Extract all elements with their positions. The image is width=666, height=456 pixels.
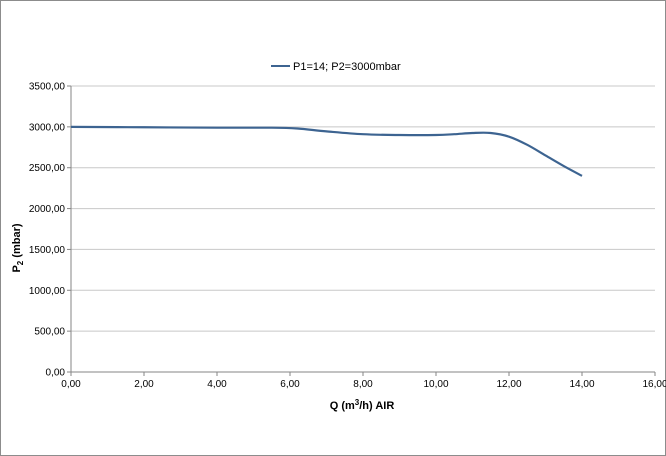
x-tick-label: 0,00 [61, 379, 81, 390]
series-layer [70, 125, 583, 177]
y-axis-tick-labels: 0,00 500,00 1000,00 1500,00 2000,00 2500,00 30… [29, 82, 66, 379]
x-tick-label: 12,00 [496, 379, 521, 390]
y-tick-label: 1000,00 [29, 286, 66, 297]
y-tick-label: 3000,00 [29, 122, 66, 133]
y-tick-label: 0,00 [46, 368, 66, 379]
gridlines [71, 85, 655, 332]
y-tick-label: 2500,00 [29, 163, 66, 174]
x-tick-label: 6,00 [280, 379, 300, 390]
x-axis-tick-labels: 0,00 2,00 4,00 6,00 8,00 10,00 12,00 14,00 16,00 [61, 379, 666, 390]
legend-label: P1=14; P2=3000mbar [293, 61, 401, 73]
axes [67, 85, 656, 376]
x-tick-label: 16,00 [642, 379, 666, 390]
x-tick-label: 8,00 [353, 379, 373, 390]
series-line [70, 125, 583, 177]
y-tick-label: 3500,00 [29, 82, 66, 93]
y-tick-label: 500,00 [34, 327, 65, 338]
legend: P1=14; P2=3000mbar [271, 61, 401, 73]
y-tick-label: 1500,00 [29, 245, 66, 256]
y-tick-label: 2000,00 [29, 204, 66, 215]
x-axis-title: Q (m3/h) AIR [330, 398, 395, 412]
y-axis-title: P2 (mbar) [11, 223, 25, 272]
x-tick-label: 14,00 [569, 379, 594, 390]
x-tick-label: 4,00 [207, 379, 227, 390]
x-tick-label: 10,00 [423, 379, 448, 390]
x-tick-label: 2,00 [134, 379, 154, 390]
